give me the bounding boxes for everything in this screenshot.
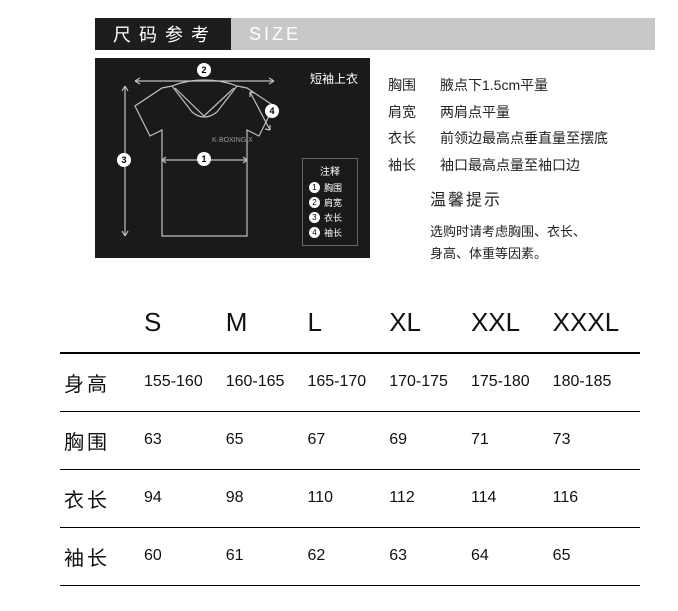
row-label: 衣长	[60, 469, 140, 527]
tips-title: 温馨提示	[430, 186, 647, 216]
size-cell: 71	[467, 411, 549, 469]
size-cell: 98	[222, 469, 304, 527]
measurement-guide: 胸围 腋点下1.5cm平量 肩宽 两肩点平量 衣长 前领边最高点垂直量至摆底 袖…	[370, 58, 655, 273]
size-header: XL	[385, 297, 467, 353]
shirt-diagram: 短袖上衣 K·BOXING X	[95, 58, 370, 258]
guide-row: 肩宽 两肩点平量	[388, 99, 647, 126]
size-cell: 175-180	[467, 353, 549, 412]
header-title-cn: 尺码参考	[95, 18, 231, 50]
guide-desc: 前领边最高点垂直量至摆底	[440, 125, 608, 152]
size-cell: 65	[222, 411, 304, 469]
legend-row: 2 肩宽	[309, 196, 351, 209]
size-cell: 94	[140, 469, 222, 527]
guide-label: 袖长	[388, 152, 426, 179]
brand-label: K·BOXING X	[212, 137, 253, 144]
size-cell: 110	[303, 469, 385, 527]
size-cell: 61	[222, 527, 304, 585]
top-section: 短袖上衣 K·BOXING X	[95, 58, 655, 273]
legend-num-1: 1	[309, 182, 320, 193]
size-table: S M L XL XXL XXXL 身高155-160160-165165-17…	[60, 297, 640, 586]
badge-4: 4	[265, 104, 279, 118]
guide-label: 肩宽	[388, 99, 426, 126]
legend-num-2: 2	[309, 197, 320, 208]
badge-1: 1	[197, 152, 211, 166]
size-header: XXXL	[549, 297, 640, 353]
header-bar: 尺码参考 SIZE	[95, 18, 655, 50]
table-row: 袖长606162636465	[60, 527, 640, 585]
diagram-title: 短袖上衣	[310, 70, 358, 87]
badge-2: 2	[197, 63, 211, 77]
table-header-row: S M L XL XXL XXXL	[60, 297, 640, 353]
size-cell: 60	[140, 527, 222, 585]
size-cell: 165-170	[303, 353, 385, 412]
legend-row: 3 衣长	[309, 211, 351, 224]
legend-num-4: 4	[309, 227, 320, 238]
size-cell: 155-160	[140, 353, 222, 412]
table-corner	[60, 297, 140, 353]
size-cell: 116	[549, 469, 640, 527]
size-cell: 114	[467, 469, 549, 527]
row-label: 身高	[60, 353, 140, 412]
size-cell: 64	[467, 527, 549, 585]
size-cell: 67	[303, 411, 385, 469]
size-header: S	[140, 297, 222, 353]
table-row: 胸围636567697173	[60, 411, 640, 469]
header-title-en: SIZE	[231, 18, 655, 50]
size-cell: 63	[385, 527, 467, 585]
legend-row: 1 胸围	[309, 181, 351, 194]
guide-desc: 袖口最高点量至袖口边	[440, 152, 580, 179]
size-header: M	[222, 297, 304, 353]
guide-row: 袖长 袖口最高点量至袖口边	[388, 152, 647, 179]
row-label: 胸围	[60, 411, 140, 469]
legend-label-4: 袖长	[324, 226, 342, 239]
tips-body-line1: 选购时请考虑胸围、衣长、	[430, 221, 647, 243]
legend-box: 注释 1 胸围 2 肩宽 3 衣长 4 袖长	[302, 158, 358, 246]
table-row: 身高155-160160-165165-170170-175175-180180…	[60, 353, 640, 412]
badge-3: 3	[117, 153, 131, 167]
legend-row: 4 袖长	[309, 226, 351, 239]
size-header: L	[303, 297, 385, 353]
guide-row: 胸围 腋点下1.5cm平量	[388, 72, 647, 99]
size-cell: 160-165	[222, 353, 304, 412]
row-label: 袖长	[60, 527, 140, 585]
size-header: XXL	[467, 297, 549, 353]
guide-row: 衣长 前领边最高点垂直量至摆底	[388, 125, 647, 152]
legend-num-3: 3	[309, 212, 320, 223]
size-cell: 170-175	[385, 353, 467, 412]
table-row: 衣长9498110112114116	[60, 469, 640, 527]
size-cell: 65	[549, 527, 640, 585]
guide-label: 衣长	[388, 125, 426, 152]
guide-desc: 两肩点平量	[440, 99, 510, 126]
size-cell: 63	[140, 411, 222, 469]
size-cell: 112	[385, 469, 467, 527]
legend-label-3: 衣长	[324, 211, 342, 224]
size-cell: 62	[303, 527, 385, 585]
size-cell: 69	[385, 411, 467, 469]
legend-label-1: 胸围	[324, 181, 342, 194]
guide-label: 胸围	[388, 72, 426, 99]
legend-title: 注释	[309, 163, 351, 178]
legend-label-2: 肩宽	[324, 196, 342, 209]
size-cell: 73	[549, 411, 640, 469]
tips-body-line2: 身高、体重等因素。	[430, 243, 647, 265]
size-cell: 180-185	[549, 353, 640, 412]
guide-desc: 腋点下1.5cm平量	[440, 72, 548, 99]
